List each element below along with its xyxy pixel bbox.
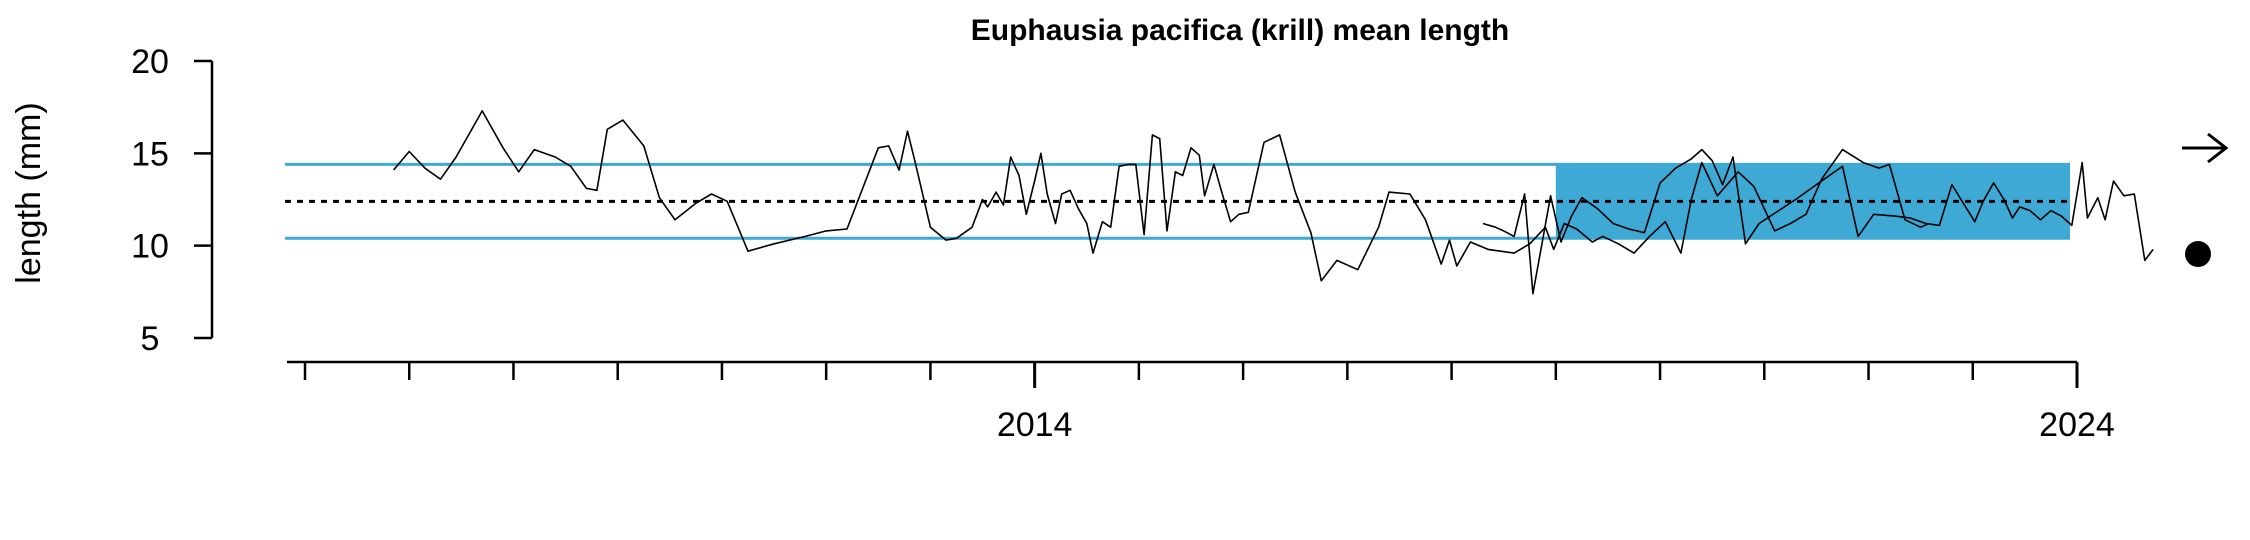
- series-line-2: [1482, 148, 2154, 295]
- y-axis-label: length (mm): [10, 102, 48, 283]
- y-tick-label-5: 5: [141, 320, 160, 358]
- y-tick-label-20: 20: [131, 43, 169, 81]
- x-axis: 2014 2024: [287, 360, 2115, 444]
- y-axis: 5 10 15 20: [131, 43, 214, 358]
- y-tick-label-10: 10: [131, 228, 169, 266]
- reference-bands: [285, 162, 2070, 240]
- chart-title: Euphausia pacifica (krill) mean length: [971, 14, 1509, 47]
- mean-indicator-icon: [2185, 241, 2211, 267]
- y-tick-label-15: 15: [131, 135, 169, 173]
- series-line-1: [392, 110, 1930, 282]
- trend-arrow-icon: [2182, 132, 2229, 164]
- data-series: [392, 110, 2154, 295]
- x-tick-label-2024: 2024: [2039, 406, 2115, 444]
- x-tick-label-2014: 2014: [997, 406, 1073, 444]
